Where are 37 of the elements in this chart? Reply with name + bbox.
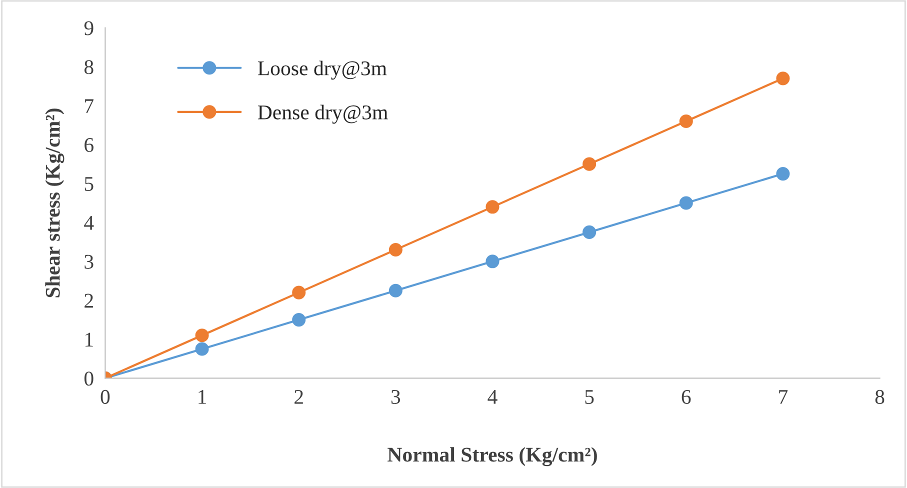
point [776,72,790,86]
y-tick-label: 6 [84,138,94,152]
x-tick-label: 7 [779,390,788,404]
y-tick-label: 4 [84,216,94,230]
legend-label: Loose dry@3m [258,60,387,80]
point [292,286,306,300]
x-tick-label: 8 [875,390,884,404]
point [776,167,790,181]
x-axis-title: Normal Stress (Kg/cm²) [388,447,597,466]
y-tick-label: 7 [85,99,94,113]
point [582,157,596,171]
legend-label: Dense dry@3m [258,104,388,124]
y-tick-label: 9 [84,21,94,36]
point [486,254,500,268]
y-tick-label: 8 [84,60,94,74]
point [679,114,693,128]
point [195,342,209,356]
y-tick-label: 0 [84,372,94,386]
x-tick-label: 2 [294,390,303,404]
point [195,328,209,342]
y-tick-label: 3 [84,254,94,269]
point [582,225,596,239]
point [679,196,693,210]
x-tick-label: 1 [198,390,206,404]
point [388,242,402,256]
x-tick-label: 3 [391,390,400,404]
y-axis-title: Shear stress (Kg/cm²) [45,108,64,298]
x-tick-label: 6 [682,390,691,404]
point [292,313,306,327]
x-tick-label: 4 [488,390,498,404]
y-tick-label: 5 [84,177,94,191]
y-tick-label: 1 [86,332,93,346]
y-tick-label: 2 [84,294,93,308]
x-tick-label: 5 [585,390,594,404]
x-tick-label: 0 [100,390,110,404]
point [486,200,500,214]
point [388,284,402,298]
